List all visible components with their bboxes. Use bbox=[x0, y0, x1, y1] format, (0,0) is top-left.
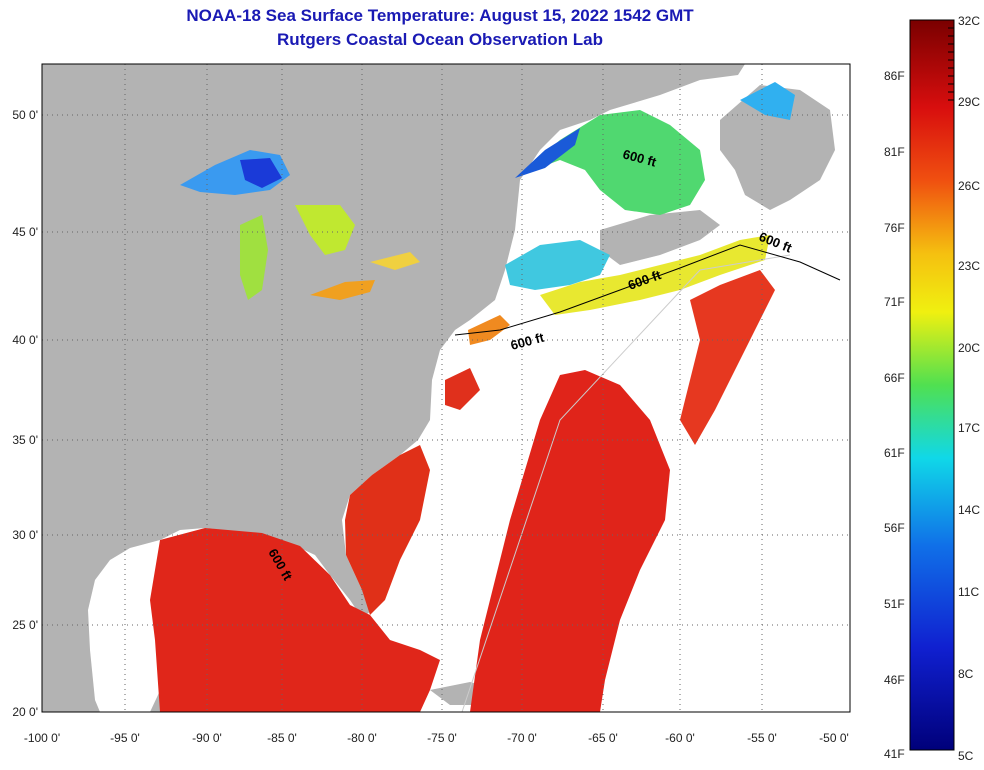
lon-label: -85 0' bbox=[267, 731, 297, 745]
f-label: 61F bbox=[884, 446, 905, 460]
c-label: 11C bbox=[958, 585, 979, 599]
lat-label: 35 0' bbox=[12, 433, 38, 447]
lat-label: 25 0' bbox=[12, 618, 38, 632]
lake-michigan bbox=[240, 215, 268, 300]
c-label: 20C bbox=[958, 341, 980, 355]
lake-ontario bbox=[370, 252, 420, 270]
lat-label: 20 0' bbox=[12, 705, 38, 719]
lake-erie bbox=[310, 280, 375, 300]
f-label: 41F bbox=[884, 747, 905, 761]
lat-label: 40 0' bbox=[12, 333, 38, 347]
latitude-labels: 50 0' 45 0' 40 0' 35 0' 30 0' 25 0' 20 0… bbox=[12, 108, 38, 719]
f-label: 46F bbox=[884, 673, 905, 687]
sst-gulf-maine bbox=[505, 240, 610, 290]
sst-offshore-north bbox=[680, 270, 775, 445]
c-label: 23C bbox=[958, 259, 980, 273]
c-label: 5C bbox=[958, 749, 974, 763]
lon-label: -100 0' bbox=[24, 731, 60, 745]
sst-mid-atlantic-shelf bbox=[468, 315, 510, 345]
f-label: 76F bbox=[884, 221, 905, 235]
f-label: 51F bbox=[884, 597, 905, 611]
lon-label: -80 0' bbox=[347, 731, 377, 745]
graticule bbox=[42, 64, 850, 712]
sst-st-lawrence bbox=[520, 110, 705, 215]
colorbar-celsius-labels: 32C 29C 26C 23C 20C 17C 14C 11C 8C 5C bbox=[958, 14, 980, 763]
sst-patch bbox=[445, 368, 480, 410]
f-label: 56F bbox=[884, 521, 905, 535]
sst-st-lawrence-blue bbox=[515, 128, 580, 178]
land-newfoundland bbox=[720, 85, 835, 210]
sst-gulf-of-mexico bbox=[150, 528, 440, 712]
c-label: 8C bbox=[958, 667, 974, 681]
sst-sargasso bbox=[470, 370, 670, 712]
lon-label: -55 0' bbox=[747, 731, 777, 745]
land-maritimes bbox=[600, 210, 720, 265]
c-label: 29C bbox=[958, 95, 980, 109]
f-label: 86F bbox=[884, 69, 905, 83]
lon-label: -70 0' bbox=[507, 731, 537, 745]
land-north-america bbox=[42, 64, 745, 712]
plot-frame bbox=[41, 63, 851, 713]
c-label: 26C bbox=[958, 179, 980, 193]
sst-labrador bbox=[740, 82, 795, 120]
lake-huron bbox=[295, 205, 355, 255]
colorbar bbox=[909, 19, 955, 751]
longitude-labels: -100 0' -95 0' -90 0' -85 0' -80 0' -75 … bbox=[24, 731, 849, 745]
lon-label: -95 0' bbox=[110, 731, 140, 745]
f-label: 66F bbox=[884, 371, 905, 385]
c-label: 32C bbox=[958, 14, 980, 28]
swath-edge bbox=[461, 254, 791, 713]
c-label: 17C bbox=[958, 421, 980, 435]
lat-label: 50 0' bbox=[12, 108, 38, 122]
map-title: NOAA-18 Sea Surface Temperature: August … bbox=[186, 6, 694, 25]
f-label: 71F bbox=[884, 295, 905, 309]
sst-shelf-yellow bbox=[540, 235, 770, 315]
lon-label: -60 0' bbox=[665, 731, 695, 745]
sst-southeast-coast bbox=[345, 445, 430, 615]
lon-label: -90 0' bbox=[192, 731, 222, 745]
lon-label: -65 0' bbox=[588, 731, 618, 745]
lat-label: 30 0' bbox=[12, 528, 38, 542]
colorbar-ticks bbox=[948, 27, 954, 101]
f-label: 81F bbox=[884, 145, 905, 159]
lon-label: -75 0' bbox=[427, 731, 457, 745]
map-subtitle: Rutgers Coastal Ocean Observation Lab bbox=[277, 30, 603, 49]
lat-label: 45 0' bbox=[12, 225, 38, 239]
c-label: 14C bbox=[958, 503, 980, 517]
colorbar-fahrenheit-labels: 86F 81F 76F 71F 66F 61F 56F 51F 46F 41F bbox=[884, 69, 905, 761]
lake-superior-core bbox=[240, 158, 282, 188]
isobath-600ft bbox=[454, 244, 841, 336]
lon-label: -50 0' bbox=[819, 731, 849, 745]
